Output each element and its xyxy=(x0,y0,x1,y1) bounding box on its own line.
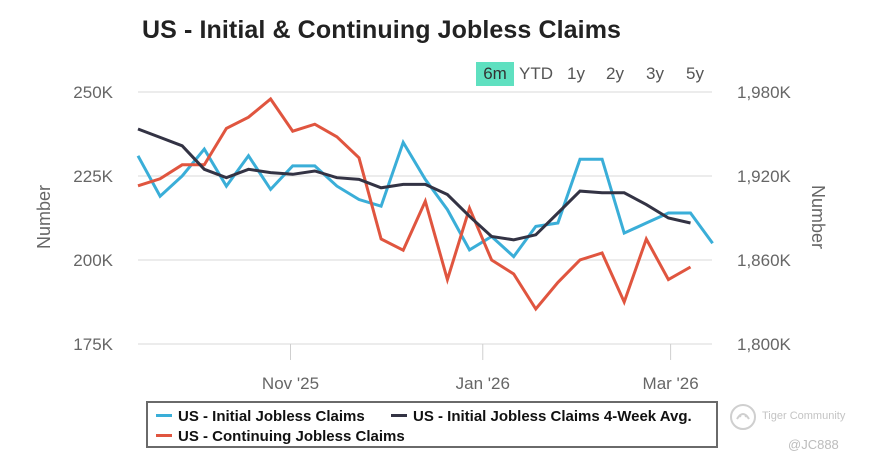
tiger-community-logo-icon xyxy=(730,404,756,430)
range-ytd-button[interactable]: YTD xyxy=(519,64,553,83)
legend-item-initial[interactable]: US - Initial Jobless Claims xyxy=(156,408,365,426)
y-axis-label-right: Number xyxy=(808,185,828,249)
legend-swatch-avg xyxy=(391,413,407,417)
chart-plot: 250K 225K 200K 175K 1,980K 1,920K 1,860K 1,800K… xyxy=(34,83,828,393)
y-tick-right-1,800K: 1,800K xyxy=(737,335,792,354)
watermark-name: Tiger Community xyxy=(762,410,846,422)
watermark-user: @JC888 xyxy=(788,437,839,452)
legend-label-initial: US - Initial Jobless Claims xyxy=(178,408,365,425)
series-line-us-continuing-jobless-claims xyxy=(137,96,692,312)
legend-item-avg[interactable]: US - Initial Jobless Claims 4-Week Avg. xyxy=(391,408,692,426)
range-6m-button[interactable]: 6m xyxy=(476,62,514,86)
y-tick-left-175K: 175K xyxy=(73,335,113,354)
y-tick-right-1,980K: 1,980K xyxy=(737,83,792,102)
y-axis-label-left: Number xyxy=(34,185,54,249)
y-tick-left-200K: 200K xyxy=(73,251,113,270)
x-tick-label: Nov '25 xyxy=(262,374,319,393)
legend-label-avg: US - Initial Jobless Claims 4-Week Avg. xyxy=(413,408,692,425)
legend-item-continuing[interactable]: US - Continuing Jobless Claims xyxy=(156,428,405,446)
legend-label-continuing: US - Continuing Jobless Claims xyxy=(178,428,405,445)
range-3y-button[interactable]: 3y xyxy=(646,64,664,83)
chart-legend: US - Initial Jobless Claims US - Initial… xyxy=(146,401,718,448)
x-tick-label: Jan '26 xyxy=(456,374,510,393)
range-5y-button[interactable]: 5y xyxy=(686,64,704,83)
watermark: Tiger Community @JC888 xyxy=(728,402,868,456)
x-tick-label: Mar '26 xyxy=(643,374,699,393)
legend-swatch-continuing xyxy=(156,433,172,437)
range-1y-button[interactable]: 1y xyxy=(567,64,585,83)
y-tick-left-250K: 250K xyxy=(73,83,113,102)
series-line-us-initial-jobless-claims-4-week-avg xyxy=(137,127,691,242)
legend-swatch-initial xyxy=(156,413,172,417)
y-tick-right-1,860K: 1,860K xyxy=(737,251,792,270)
range-2y-button[interactable]: 2y xyxy=(606,64,624,83)
chart-title: US - Initial & Continuing Jobless Claims xyxy=(142,16,622,44)
y-tick-right-1,920K: 1,920K xyxy=(737,167,792,186)
y-tick-left-225K: 225K xyxy=(73,167,113,186)
